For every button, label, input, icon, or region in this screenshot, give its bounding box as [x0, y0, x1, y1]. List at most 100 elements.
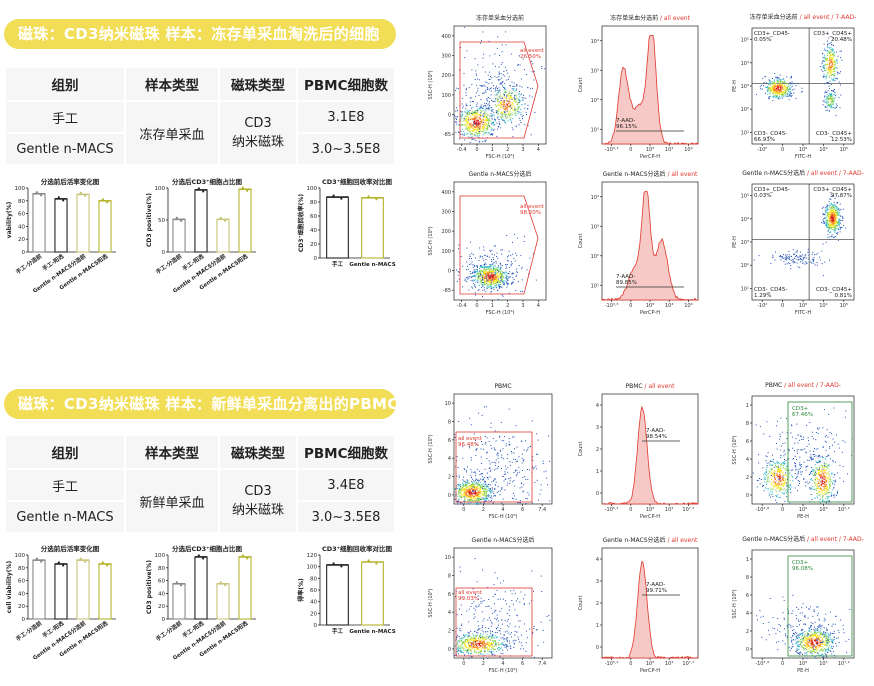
- event-dot: [786, 254, 788, 256]
- event-dot: [824, 92, 826, 94]
- event-dot: [799, 251, 801, 253]
- event-dot: [493, 270, 495, 272]
- event-dot: [472, 138, 474, 140]
- event-dot: [781, 85, 782, 87]
- event-dot: [830, 230, 832, 232]
- event-dot: [472, 279, 474, 281]
- event-dot: [493, 274, 495, 275]
- event-dot: [501, 44, 503, 46]
- event-dot: [832, 216, 834, 218]
- event-dot: [501, 104, 503, 106]
- event-dot: [506, 235, 508, 236]
- event-dot: [469, 495, 471, 496]
- event-dot: [835, 214, 837, 216]
- event-dot: [509, 480, 511, 482]
- event-dot: [522, 460, 524, 462]
- y-tick-label: 100: [155, 553, 166, 559]
- event-dot: [483, 115, 485, 117]
- event-dot: [471, 494, 473, 496]
- event-dot: [516, 473, 518, 475]
- event-dot: [515, 470, 516, 472]
- event-dot: [771, 90, 772, 92]
- event-dot: [832, 98, 834, 100]
- event-dot: [776, 76, 778, 78]
- event-dot: [782, 94, 784, 96]
- event-dot: [502, 97, 504, 99]
- event-dot: [495, 279, 497, 281]
- event-dot: [515, 469, 516, 471]
- event-dot: [508, 99, 510, 101]
- event-dot: [480, 486, 481, 488]
- q-ur-value: 20.48%: [831, 37, 852, 43]
- event-dot: [458, 138, 460, 140]
- event-dot: [773, 90, 775, 91]
- event-dot: [773, 486, 774, 488]
- event-dot: [763, 478, 765, 480]
- event-dot: [516, 108, 518, 109]
- event-dot: [478, 127, 480, 129]
- event-dot: [500, 450, 502, 452]
- event-dot: [516, 268, 518, 270]
- event-dot: [834, 55, 836, 57]
- event-dot: [821, 62, 823, 64]
- event-dot: [830, 54, 832, 56]
- event-dot: [494, 276, 496, 277]
- event-dot: [481, 107, 483, 109]
- event-dot: [777, 476, 779, 478]
- event-dot: [504, 436, 505, 438]
- event-dot: [467, 482, 469, 483]
- event-dot: [823, 100, 825, 102]
- event-dot: [494, 245, 496, 247]
- event-dot: [493, 268, 495, 269]
- event-dot: [485, 130, 487, 132]
- event-dot: [482, 107, 484, 109]
- event-dot: [494, 104, 496, 105]
- event-dot: [767, 87, 768, 89]
- event-dot: [484, 284, 486, 286]
- event-dot: [456, 280, 458, 282]
- event-dot: [777, 90, 779, 92]
- event-dot: [827, 229, 829, 231]
- event-dot: [495, 440, 497, 442]
- x-tick-label: 10³: [799, 303, 807, 309]
- event-dot: [461, 493, 463, 495]
- event-dot: [484, 480, 485, 482]
- event-dot: [481, 463, 483, 464]
- event-dot: [476, 131, 478, 133]
- event-dot: [473, 130, 475, 132]
- event-dot: [492, 121, 493, 123]
- event-dot: [484, 116, 486, 118]
- event-dot: [478, 120, 479, 122]
- x-tick-label: 10³: [799, 147, 807, 153]
- event-dot: [474, 270, 476, 272]
- event-dot: [465, 493, 467, 495]
- event-dot: [824, 64, 826, 66]
- event-dot: [835, 205, 837, 207]
- event-dot: [483, 249, 485, 251]
- event-dot: [466, 277, 468, 279]
- event-dot: [836, 202, 838, 204]
- x-tick-label: -10³·³: [605, 303, 619, 309]
- event-dot: [457, 274, 459, 276]
- event-dot: [505, 277, 507, 279]
- event-dot: [833, 209, 834, 211]
- event-dot: [484, 273, 486, 275]
- event-dot: [472, 483, 474, 485]
- event-dot: [831, 206, 833, 208]
- event-dot: [474, 134, 476, 136]
- event-dot: [833, 207, 835, 209]
- event-dot: [771, 87, 773, 89]
- event-dot: [512, 272, 514, 274]
- x-tick-label: 10⁴: [665, 303, 673, 309]
- event-dot: [467, 121, 469, 123]
- event-dot: [475, 286, 476, 288]
- event-dot: [779, 473, 781, 475]
- event-dot: [789, 503, 791, 505]
- event-dot: [511, 127, 513, 129]
- event-dot: [532, 63, 534, 65]
- event-dot: [512, 253, 514, 255]
- event-dot: [513, 113, 515, 115]
- y-tick-label: 20: [310, 242, 317, 248]
- event-dot: [500, 100, 502, 101]
- event-dot: [519, 64, 521, 66]
